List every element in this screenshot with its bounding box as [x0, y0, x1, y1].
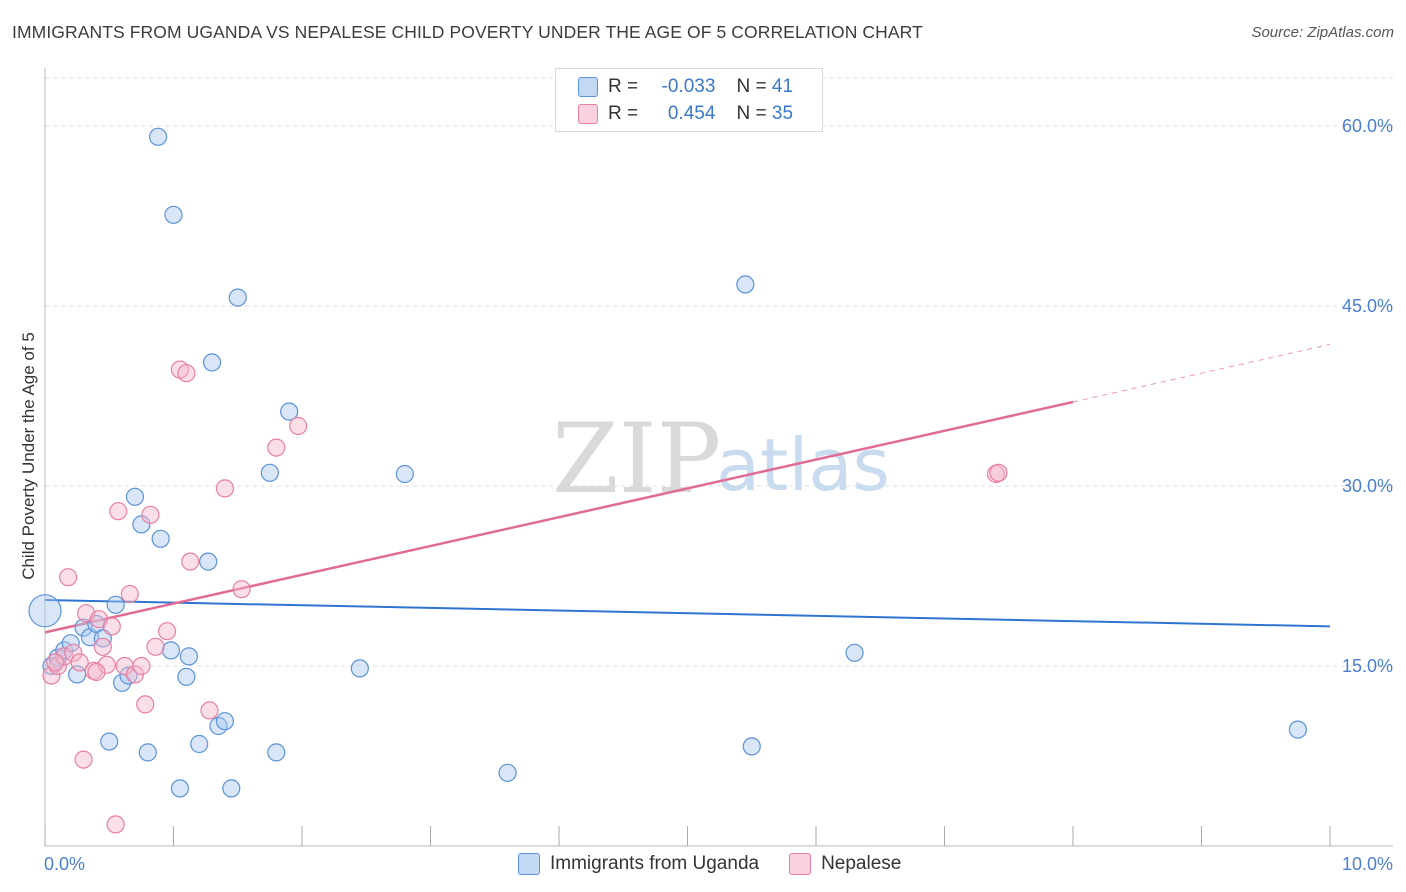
- data-point-uganda: [138, 743, 157, 762]
- uganda-swatch: [578, 77, 598, 97]
- r-value: -0.033: [661, 76, 716, 97]
- data-point-uganda: [199, 552, 218, 571]
- y-tick-label: 45.0%: [1342, 296, 1393, 316]
- data-point-uganda: [28, 594, 62, 628]
- data-point-uganda: [498, 763, 517, 782]
- r-label: R =: [608, 103, 639, 124]
- data-point-uganda: [106, 595, 125, 614]
- watermark-atlas: atlas: [716, 423, 890, 507]
- data-point-uganda: [202, 353, 222, 372]
- data-point-nepalese: [106, 815, 125, 834]
- data-point-nepalese: [64, 643, 83, 662]
- trend-line-uganda: [44, 599, 1331, 628]
- data-point-uganda: [151, 529, 170, 548]
- data-point-uganda: [350, 659, 369, 678]
- x-tick-label-min: 0.0%: [44, 854, 85, 874]
- data-point-uganda: [260, 463, 279, 482]
- data-point-uganda: [267, 743, 286, 762]
- data-point-uganda: [164, 205, 183, 224]
- data-point-uganda: [395, 464, 414, 484]
- data-point-uganda: [845, 643, 864, 662]
- data-point-nepalese: [136, 695, 155, 714]
- trend-lines: [44, 343, 1331, 634]
- y-tick-label: 15.0%: [1342, 656, 1393, 676]
- stats-row-nepalese: R = 0.454 N = 35: [578, 102, 793, 126]
- r-value: 0.454: [667, 103, 716, 124]
- data-point-uganda: [228, 288, 247, 307]
- data-point-uganda: [170, 779, 190, 798]
- data-point-nepalese: [102, 617, 121, 636]
- data-point-uganda: [179, 647, 199, 666]
- legend-item-uganda[interactable]: Immigrants from Uganda: [518, 853, 759, 875]
- n-value: 41: [771, 76, 794, 97]
- tick-labels: 15.0% 30.0% 45.0% 60.0% 0.0% 10.0%: [44, 116, 1393, 874]
- data-point-nepalese: [200, 701, 219, 720]
- data-point-nepalese: [289, 416, 308, 436]
- data-point-uganda: [119, 666, 138, 685]
- y-axis-label: Child Poverty Under the Age of 5: [19, 332, 38, 580]
- y-tick-label: 30.0%: [1342, 476, 1393, 496]
- data-point-uganda: [742, 737, 761, 756]
- legend-item-nepalese[interactable]: Nepalese: [789, 853, 901, 875]
- data-point-nepalese: [141, 505, 160, 524]
- data-point-uganda: [215, 712, 234, 731]
- data-point-uganda: [280, 402, 299, 421]
- watermark: ZIP atlas: [552, 403, 890, 515]
- data-point-nepalese: [74, 750, 93, 769]
- data-point-uganda: [190, 734, 209, 754]
- data-point-nepalese: [59, 568, 78, 587]
- data-point-nepalese: [132, 656, 151, 676]
- data-point-nepalese: [120, 584, 139, 604]
- data-point-uganda: [100, 732, 119, 751]
- data-point-nepalese: [55, 647, 74, 666]
- nepalese-legend-swatch: [789, 853, 812, 875]
- n-label: N =: [736, 103, 767, 124]
- data-point-uganda: [1288, 720, 1307, 739]
- legend-label-nepalese: Nepalese: [821, 853, 902, 874]
- data-point-nepalese: [109, 502, 128, 521]
- chart-source: Source: ZipAtlas.com: [1251, 24, 1394, 41]
- stats-row-uganda: R = -0.033 N = 41: [578, 75, 793, 99]
- watermark-zip: ZIP: [552, 403, 721, 515]
- data-point-nepalese: [87, 662, 106, 682]
- nepalese-swatch: [578, 104, 598, 124]
- trend-line-nepalese-extension: [1072, 343, 1331, 403]
- data-point-nepalese: [181, 552, 200, 571]
- data-point-nepalese: [146, 637, 165, 656]
- stats-legend: R = -0.033 N = 41 R = 0.454 N = 35: [555, 68, 823, 132]
- data-point-nepalese: [46, 653, 65, 672]
- data-point-nepalese: [93, 637, 112, 656]
- chart-title: IMMIGRANTS FROM UGANDA VS NEPALESE CHILD…: [12, 22, 923, 42]
- series-legend: Immigrants from Uganda Nepalese: [518, 852, 931, 876]
- data-point-uganda: [161, 641, 181, 660]
- x-tick-label-max: 10.0%: [1342, 854, 1393, 874]
- r-label: R =: [608, 76, 639, 97]
- data-point-nepalese: [177, 364, 196, 383]
- y-tick-label: 60.0%: [1342, 116, 1393, 136]
- data-point-nepalese: [97, 655, 116, 674]
- data-point-uganda: [125, 487, 145, 506]
- data-point-uganda: [736, 275, 755, 294]
- uganda-legend-swatch: [518, 853, 540, 875]
- data-point-nepalese: [70, 653, 89, 672]
- data-point-nepalese: [232, 580, 251, 599]
- legend-label-uganda: Immigrants from Uganda: [550, 853, 760, 874]
- n-value: 35: [771, 103, 794, 124]
- gridlines: [45, 77, 1393, 667]
- data-point-nepalese: [989, 463, 1008, 482]
- trend-line-nepalese: [44, 400, 1074, 634]
- data-point-nepalese: [267, 438, 286, 457]
- data-point-nepalese: [215, 479, 234, 498]
- data-points: [28, 127, 1307, 834]
- data-point-nepalese: [157, 622, 177, 641]
- data-point-uganda: [222, 779, 241, 798]
- n-label: N =: [736, 76, 767, 97]
- data-point-uganda: [177, 667, 196, 686]
- data-point-uganda: [148, 127, 168, 146]
- axes: [44, 68, 1393, 847]
